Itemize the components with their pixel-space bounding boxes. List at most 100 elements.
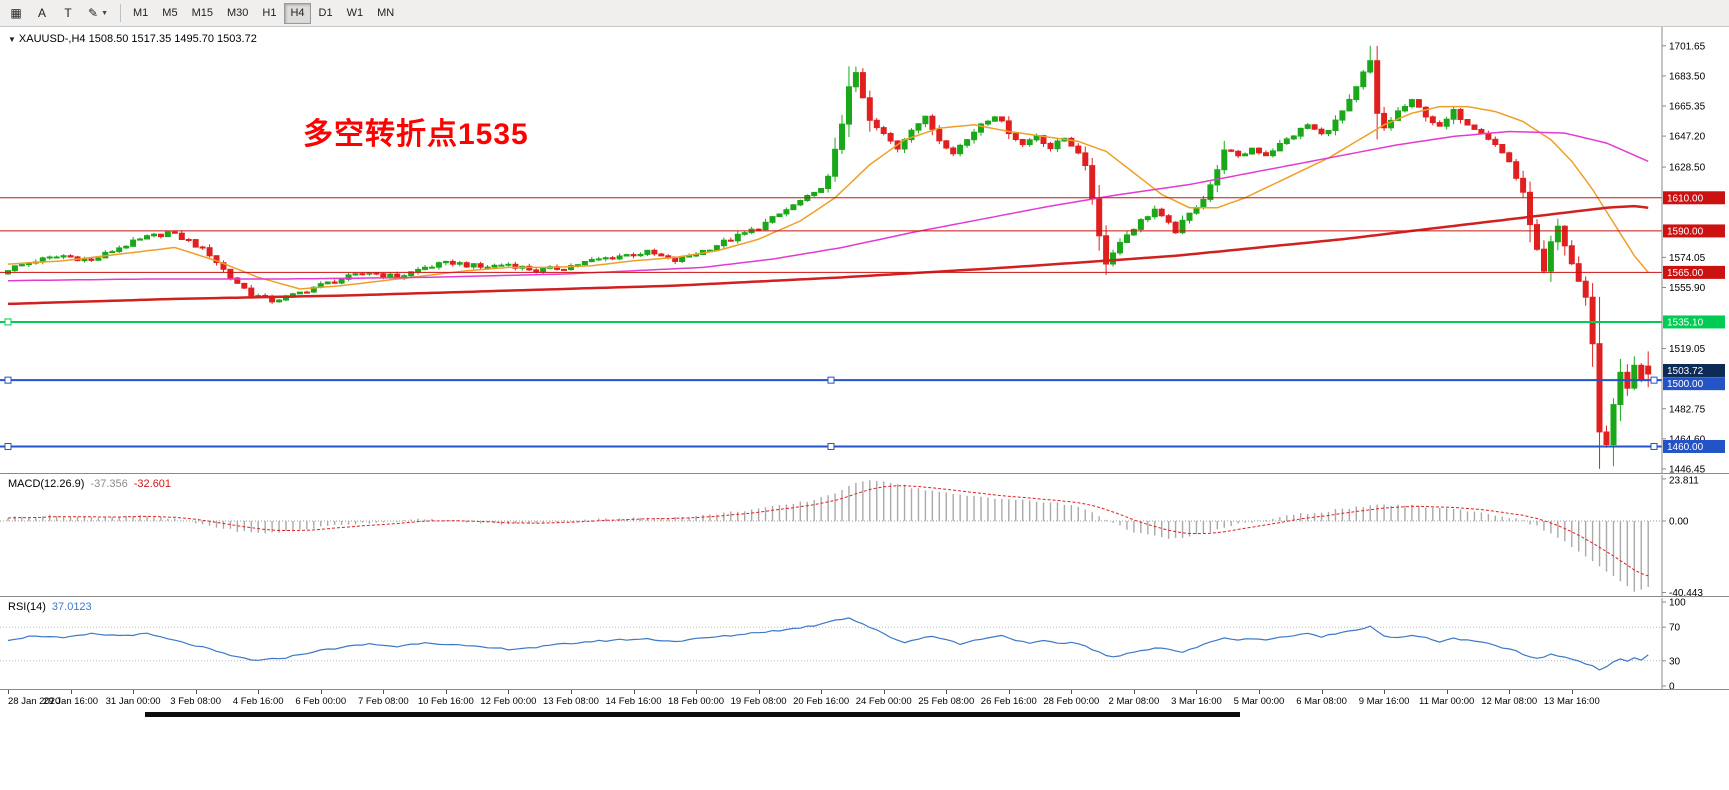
svg-text:1535.10: 1535.10 (1667, 317, 1704, 328)
svg-text:-40.443: -40.443 (1669, 588, 1703, 597)
macd-value-signal: -32.601 (133, 478, 172, 490)
time-label: 20 Feb 16:00 (793, 696, 850, 707)
symbol-ohlc-text: XAUUSD-,H4 1508.50 1517.35 1495.70 1503.… (18, 33, 257, 45)
symbol-info[interactable]: ▼ XAUUSD-,H4 1508.50 1517.35 1495.70 1503… (8, 33, 257, 45)
time-tick (258, 690, 260, 694)
time-label: 25 Feb 08:00 (918, 696, 975, 707)
time-tick (70, 690, 72, 694)
time-tick (946, 690, 948, 694)
macd-panel[interactable]: 23.811 0.00 -40.443 MACD(12.26.9) -37.356 -3… (0, 473, 1729, 597)
time-tick (1446, 690, 1448, 694)
time-label: 9 Mar 16:00 (1358, 696, 1410, 707)
rsi-canvas[interactable]: 100 70 30 0 (0, 598, 1729, 690)
time-label: 13 Mar 16:00 (1543, 696, 1600, 707)
chart-templates-button[interactable]: ▦ (4, 3, 28, 24)
cursor-a-icon: A (37, 6, 46, 20)
svg-text:0.00: 0.00 (1669, 516, 1689, 527)
time-tick (320, 690, 322, 694)
time-label: 7 Feb 08:00 (357, 696, 409, 707)
time-label: 10 Feb 16:00 (417, 696, 474, 707)
time-axis[interactable]: 28 Jan 2020 29 Jan 16:00 31 Jan 00:00 3 Feb… (0, 689, 1729, 713)
horizontal-scrollbar-thumb[interactable] (145, 712, 1240, 717)
time-tick (1133, 690, 1135, 694)
time-tick (508, 690, 510, 694)
svg-text:1665.35: 1665.35 (1669, 102, 1706, 113)
timeframe-button-h4[interactable]: H4 (284, 2, 311, 24)
svg-text:100: 100 (1669, 598, 1686, 609)
time-tick (633, 690, 635, 694)
svg-text:1464.60: 1464.60 (1669, 434, 1706, 445)
time-label: 5 Mar 00:00 (1233, 696, 1285, 707)
ma-mid-magenta-line[interactable] (7, 130, 1649, 282)
time-tick (1071, 690, 1073, 694)
time-tick (821, 690, 823, 694)
main-chart-canvas[interactable]: 1701.65 1683.50 1665.35 1647.20 1628.50 1574.… (0, 27, 1729, 473)
time-label: 4 Feb 16:00 (232, 696, 284, 707)
time-tick (696, 690, 698, 694)
text-tool-button[interactable]: T (56, 3, 80, 24)
svg-text:0: 0 (1669, 682, 1675, 691)
time-tick (883, 690, 885, 694)
ma-slow-red-line[interactable] (7, 204, 1649, 306)
time-label: 6 Feb 00:00 (295, 696, 347, 707)
timeframe-button-m30[interactable]: M30 (221, 3, 254, 24)
timeframe-button-w1[interactable]: W1 (341, 3, 370, 24)
timeframe-button-mn[interactable]: MN (371, 3, 400, 24)
time-label: 12 Mar 08:00 (1481, 696, 1538, 707)
macd-canvas[interactable]: 23.811 0.00 -40.443 (0, 475, 1729, 597)
grid-icon: ▦ (10, 6, 22, 20)
pen-icon: ✎ (88, 6, 99, 20)
svg-text:1565.00: 1565.00 (1667, 268, 1704, 279)
time-label: 24 Feb 00:00 (855, 696, 912, 707)
timeframe-button-h1[interactable]: H1 (256, 3, 282, 24)
collapse-arrow-icon[interactable]: ▼ (8, 35, 16, 44)
cursor-tool-button[interactable]: A (30, 3, 54, 24)
macd-name: MACD(12.26.9) (8, 478, 85, 490)
time-label: 18 Feb 00:00 (668, 696, 725, 707)
time-tick (1571, 690, 1573, 694)
svg-text:1610.00: 1610.00 (1667, 193, 1704, 204)
svg-text:1460.00: 1460.00 (1667, 442, 1704, 453)
svg-text:1574.05: 1574.05 (1669, 253, 1706, 264)
draw-tool-dropdown[interactable]: ✎ ▼ (82, 3, 114, 24)
svg-text:1647.20: 1647.20 (1669, 132, 1706, 143)
candles-layer (5, 45, 1652, 469)
time-label: 2 Mar 08:00 (1108, 696, 1160, 707)
timeframe-button-m1[interactable]: M1 (127, 3, 154, 24)
time-tick (1384, 690, 1386, 694)
time-label: 6 Mar 08:00 (1296, 696, 1347, 707)
rsi-name: RSI(14) (8, 601, 46, 613)
time-tick (570, 690, 572, 694)
time-label: 28 Jan 2020 (8, 696, 61, 707)
ma-fast-orange-line[interactable] (7, 105, 1649, 290)
time-tick (758, 690, 760, 694)
time-tick (195, 690, 197, 694)
rsi-label: RSI(14) 37.0123 (8, 601, 92, 613)
hline-1460.00[interactable] (0, 442, 1662, 450)
rsi-value: 37.0123 (51, 601, 92, 613)
time-label: 3 Feb 08:00 (170, 696, 221, 707)
main-chart-panel[interactable]: 1701.65 1683.50 1665.35 1647.20 1628.50 1574.… (0, 27, 1729, 473)
timeframe-button-m5[interactable]: M5 (156, 3, 183, 24)
time-tick (383, 690, 385, 694)
time-tick (1259, 690, 1260, 694)
chart-annotation-text[interactable]: 多空转折点1535 (303, 118, 529, 151)
toolbar: ▦ A T ✎ ▼ M1 M5 M15 M30 H1 H4 D1 W1 MN (0, 0, 1729, 27)
text-t-icon: T (64, 6, 72, 20)
rsi-panel[interactable]: 100 70 30 0 RSI(14) 37.0123 (0, 596, 1729, 690)
time-tick (1509, 690, 1511, 694)
rsi-line (7, 617, 1649, 671)
time-label: 13 Feb 08:00 (542, 696, 599, 707)
hline-1535.10[interactable] (0, 318, 1662, 326)
svg-text:1446.45: 1446.45 (1669, 464, 1706, 473)
timeframe-button-m15[interactable]: M15 (186, 3, 219, 24)
hline-1500.00[interactable] (0, 376, 1662, 384)
macd-label: MACD(12.26.9) -37.356 -32.601 (8, 478, 171, 490)
time-tick (133, 690, 135, 694)
timeframe-group: M1 M5 M15 M30 H1 H4 D1 W1 MN (126, 2, 401, 24)
timeframe-button-d1[interactable]: D1 (313, 3, 339, 24)
toolbar-separator (120, 4, 121, 22)
time-label: 28 Feb 00:00 (1043, 696, 1100, 707)
time-label: 29 Jan 16:00 (43, 696, 99, 707)
time-tick (1196, 690, 1198, 694)
